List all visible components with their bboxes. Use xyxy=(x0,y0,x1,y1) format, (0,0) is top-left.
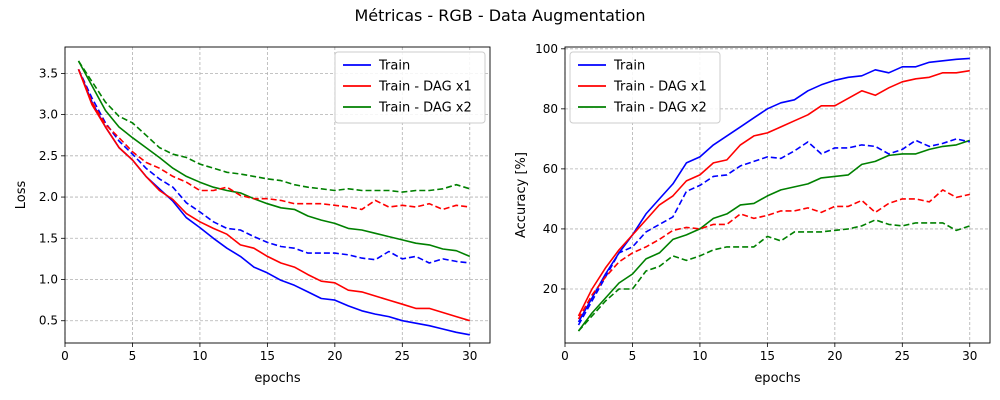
chart-2-legend-label: Train - DAG x2 xyxy=(613,101,707,116)
chart-1-legend-label: Train xyxy=(378,59,410,74)
chart-1-xtick-label: 20 xyxy=(327,349,342,363)
chart-1-xtick-label: 5 xyxy=(129,349,137,363)
chart-2-series-6-line xyxy=(577,219,971,332)
chart-2-xlabel: epochs xyxy=(754,371,801,386)
chart-1-legend-label: Train - DAG x2 xyxy=(378,101,472,116)
figure-suptitle: Métricas - RGB - Data Augmentation xyxy=(354,6,646,25)
chart-1-ytick-label: 0.5 xyxy=(39,314,58,328)
chart-1-xtick-label: 30 xyxy=(462,349,477,363)
chart-1: 0 5 10 15 20 25 30 0.5 1.0 1.5 2.0 2.5 3.0 3.5 epochs L… xyxy=(14,46,491,386)
chart-2-xtick-label: 20 xyxy=(827,349,842,363)
chart-1-xtick-label: 10 xyxy=(192,349,207,363)
chart-1-series-3-line xyxy=(77,60,471,258)
chart-2-xtick-label: 0 xyxy=(561,349,569,363)
chart-2-series-2-line xyxy=(577,69,970,317)
chart-1-ylabel: Loss xyxy=(14,181,29,210)
chart-2: 0 5 10 15 20 25 30 20 40 60 80 100 epochs Accuracy [%… xyxy=(514,42,991,386)
chart-2-ylabel: Accuracy [%] xyxy=(514,152,529,238)
chart-1-xtick-label: 0 xyxy=(61,349,69,363)
chart-1-series-6-line xyxy=(77,60,471,193)
chart-1-legend-label: Train - DAG x1 xyxy=(378,80,472,95)
chart-1-xtick-label: 25 xyxy=(395,349,410,363)
chart-1-series-2-line xyxy=(77,69,471,322)
chart-1-xtick-label: 15 xyxy=(260,349,275,363)
chart-2-xtick-label: 10 xyxy=(692,349,707,363)
chart-1-xlabel: epochs xyxy=(254,371,301,386)
chart-2-ytick-label: 80 xyxy=(543,102,558,116)
chart-2-axes-frame xyxy=(564,46,991,344)
chart-2-legend: Train Train - DAG x1 Train - DAG x2 xyxy=(569,51,721,124)
chart-2-xtick-label: 15 xyxy=(760,349,775,363)
chart-2-ytick-label: 20 xyxy=(543,282,558,296)
chart-1-ytick-label: 3.0 xyxy=(39,108,58,122)
chart-1-series-4-line xyxy=(77,68,470,264)
chart-2-legend-label: Train xyxy=(613,59,645,74)
chart-1-ytick-label: 2.5 xyxy=(39,149,58,163)
chart-2-legend-box xyxy=(569,51,721,124)
chart-1-ytick-label: 1.5 xyxy=(39,231,58,245)
chart-2-series-4-line xyxy=(577,138,970,326)
chart-2-xtick-label: 25 xyxy=(895,349,910,363)
chart-2-series-3-line xyxy=(577,139,971,332)
chart-2-legend-label: Train - DAG x1 xyxy=(613,80,707,95)
chart-1-series-5-line xyxy=(77,68,470,211)
chart-2-series-5-line xyxy=(577,189,970,320)
chart-1-axes-frame xyxy=(64,46,491,344)
chart-2-series-1-line xyxy=(577,57,970,323)
chart-1-legend: Train Train - DAG x1 Train - DAG x2 xyxy=(334,51,486,124)
chart-2-xtick-label: 5 xyxy=(629,349,637,363)
chart-2-ytick-label: 60 xyxy=(543,162,558,176)
chart-1-legend-box xyxy=(334,51,486,124)
chart-1-ytick-label: 3.5 xyxy=(39,66,58,80)
chart-2-ytick-label: 40 xyxy=(543,222,558,236)
chart-2-ytick-label: 100 xyxy=(535,42,558,56)
chart-1-ytick-label: 2.0 xyxy=(39,190,58,204)
chart-1-ytick-label: 1.0 xyxy=(39,273,58,287)
chart-2-xtick-label: 30 xyxy=(962,349,977,363)
